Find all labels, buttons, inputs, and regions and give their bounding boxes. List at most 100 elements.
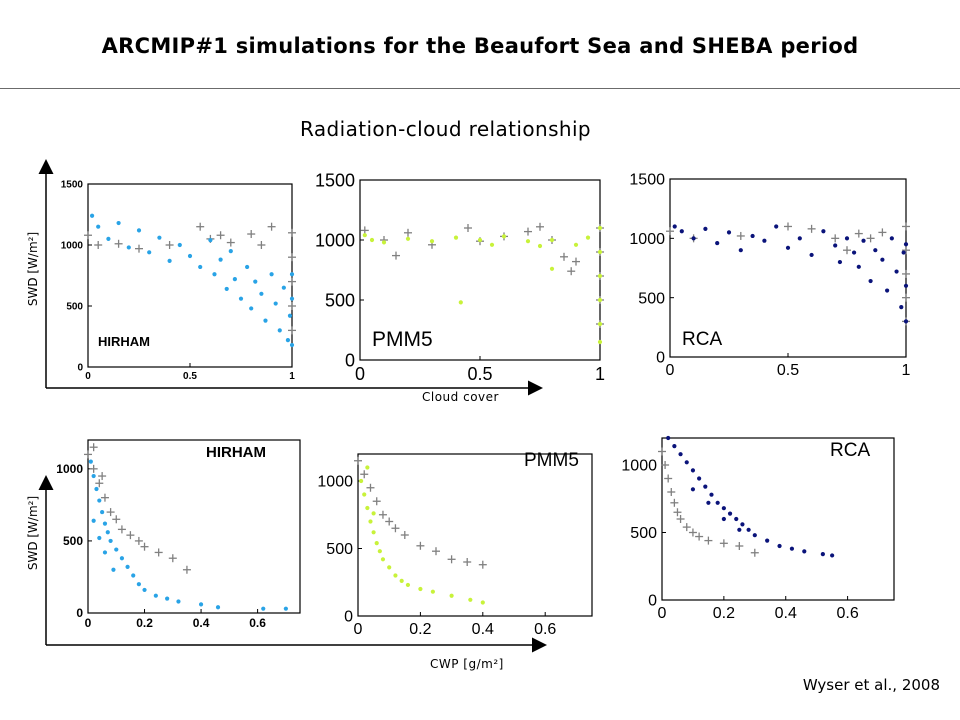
model-point xyxy=(746,527,751,532)
model-point xyxy=(721,516,726,522)
obs-point xyxy=(784,222,792,231)
obs-point xyxy=(572,257,580,266)
model-point xyxy=(597,297,603,303)
model-point xyxy=(111,567,116,572)
model-point xyxy=(429,239,435,244)
obs-point xyxy=(135,244,143,253)
model-point xyxy=(903,319,909,324)
obs-point xyxy=(366,483,375,492)
model-point xyxy=(228,249,233,254)
x-tick-label: 0.2 xyxy=(713,605,735,622)
x-tick-label: 0 xyxy=(355,364,365,384)
obs-point xyxy=(165,241,174,249)
model-point xyxy=(131,573,136,578)
obs-point xyxy=(666,227,674,236)
scatter-rca-cwp: 0 0.2 0.4 0.6 0 500 1000 RCA xyxy=(621,435,895,622)
model-point xyxy=(525,239,531,244)
model-point xyxy=(281,285,286,290)
model-point xyxy=(901,250,906,255)
model-point xyxy=(597,249,603,255)
x-tick-label: 0.5 xyxy=(183,371,197,382)
obs-point xyxy=(89,464,98,473)
model-point xyxy=(369,237,375,243)
model-point xyxy=(157,235,162,240)
model-point xyxy=(102,550,108,555)
model-point xyxy=(374,541,379,546)
obs-point xyxy=(866,234,875,243)
obs-point xyxy=(126,531,135,540)
model-point xyxy=(381,240,387,245)
model-point xyxy=(734,516,739,522)
model-point xyxy=(856,264,861,269)
obs-point xyxy=(226,238,235,247)
x-tick-label: 0.6 xyxy=(249,616,266,630)
model-point xyxy=(283,606,288,611)
obs-point xyxy=(288,253,296,262)
model-point xyxy=(153,593,158,598)
obs-point xyxy=(89,443,98,452)
model-point xyxy=(453,235,459,240)
obs-point xyxy=(464,224,472,232)
obs-point xyxy=(216,231,225,240)
model-point xyxy=(289,342,295,348)
model-point xyxy=(212,272,217,277)
model-point xyxy=(287,313,293,318)
obs-point xyxy=(392,251,400,260)
obs-point xyxy=(667,488,676,496)
obs-point xyxy=(902,269,910,278)
model-point xyxy=(147,250,152,255)
model-point xyxy=(885,288,890,293)
model-point xyxy=(833,243,838,248)
model-point xyxy=(208,238,213,243)
model-point xyxy=(802,549,807,554)
model-point xyxy=(362,233,367,238)
model-point xyxy=(666,435,671,441)
model-point xyxy=(263,318,268,323)
x-tick-label: 0 xyxy=(85,616,92,630)
obs-point xyxy=(404,228,412,237)
bottom-y-axis-label: SWD [W/m²] xyxy=(26,495,40,571)
model-point xyxy=(740,522,745,527)
scatter-pmm5-cwp: 0 0.2 0.4 0.6 0 500 1000 PMM5 xyxy=(317,450,593,638)
model-point xyxy=(167,258,172,263)
model-point xyxy=(198,264,203,270)
x-tick-label: 1 xyxy=(595,364,605,384)
citation: Wyser et al., 2008 xyxy=(802,676,940,694)
model-point xyxy=(894,269,899,274)
model-point xyxy=(830,553,835,558)
y-tick-label: 0 xyxy=(648,593,657,610)
model-point xyxy=(89,213,95,218)
y-tick-label: 1500 xyxy=(61,180,84,191)
y-tick-label: 1000 xyxy=(629,231,665,248)
obs-point xyxy=(807,224,816,233)
y-tick-label: 0 xyxy=(345,350,355,370)
model-point xyxy=(136,228,142,233)
model-point xyxy=(873,248,878,253)
model-point xyxy=(277,328,282,333)
obs-point xyxy=(247,230,256,239)
model-point xyxy=(91,473,96,479)
model-point xyxy=(405,236,411,241)
model-point xyxy=(102,521,108,526)
model-point xyxy=(715,500,720,505)
model-point xyxy=(97,498,102,503)
title-divider xyxy=(0,88,960,89)
plot-frame xyxy=(87,439,301,614)
y-tick-label: 1500 xyxy=(629,172,665,189)
model-point xyxy=(449,593,454,598)
model-point xyxy=(362,492,367,497)
obs-point xyxy=(112,515,121,524)
model-point xyxy=(97,535,102,541)
obs-point xyxy=(902,293,910,302)
obs-point xyxy=(154,548,163,557)
model-point xyxy=(458,300,463,305)
model-point xyxy=(480,600,485,605)
y-tick-label: 0 xyxy=(76,606,83,620)
model-point xyxy=(672,224,677,229)
model-point xyxy=(851,250,857,255)
obs-point xyxy=(106,508,115,517)
model-point xyxy=(903,283,909,288)
scatter-pmm5-cloudcover: 0 0.5 1 0 500 1000 1500 PMM5 xyxy=(315,170,605,384)
model-point xyxy=(585,235,591,240)
model-label: PMM5 xyxy=(524,450,579,471)
